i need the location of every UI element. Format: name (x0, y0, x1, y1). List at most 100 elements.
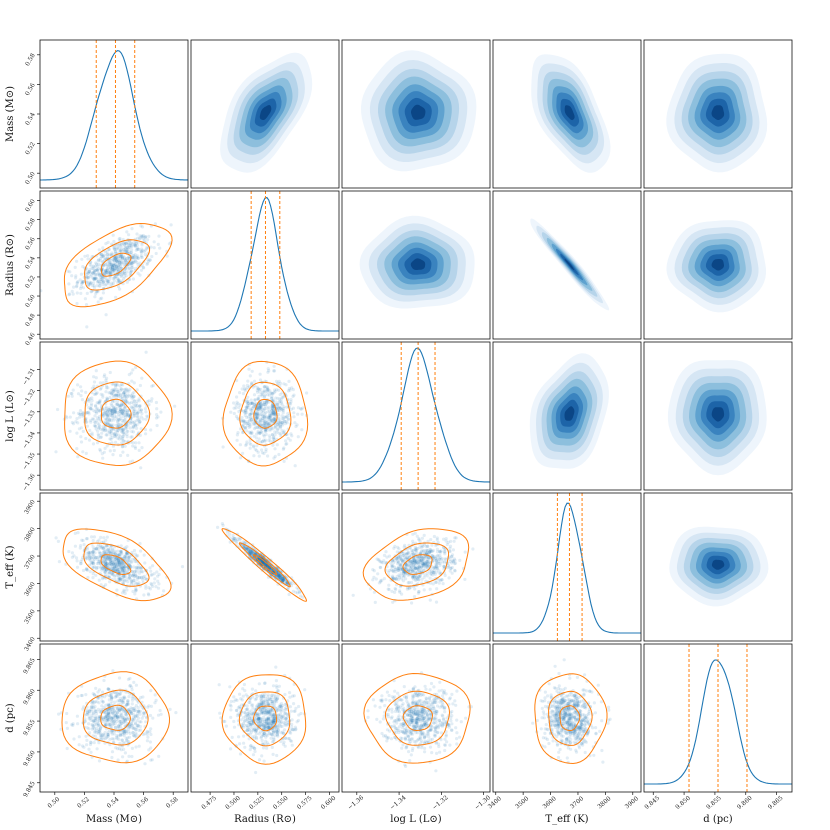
scatter-point (235, 400, 239, 404)
scatter-point (154, 585, 158, 589)
scatter-point (129, 706, 133, 710)
contour-1 (100, 398, 132, 429)
scatter-point (133, 243, 138, 247)
scatter-point (418, 561, 422, 565)
scatter-point (432, 555, 436, 560)
scatter-point (151, 383, 155, 388)
scatter-point (116, 393, 120, 397)
scatter-point (129, 250, 134, 254)
scatter-point (246, 402, 250, 406)
scatter-point (273, 412, 277, 416)
scatter-point (116, 267, 120, 271)
scatter-point (277, 574, 281, 578)
scatter-point (262, 385, 266, 389)
scatter-point (107, 263, 111, 267)
contour-2 (238, 542, 291, 588)
density-level-8 (564, 105, 575, 121)
scatter-point (117, 246, 121, 250)
scatter-point (113, 563, 117, 567)
scatter-point (430, 549, 435, 553)
scatter-point (256, 702, 260, 706)
scatter-point (272, 718, 276, 723)
scatter-point (108, 270, 112, 274)
scatter-point (276, 402, 280, 406)
scatter-point (421, 544, 425, 549)
scatter-point (257, 758, 262, 762)
scatter-point (115, 265, 119, 269)
scatter-point (413, 561, 417, 566)
scatter-point (281, 408, 285, 412)
scatter-point (112, 263, 116, 267)
scatter-point (118, 741, 122, 746)
scatter-point (114, 256, 118, 260)
scatter-point (245, 707, 249, 711)
scatter-point (248, 549, 253, 553)
scatter-point (89, 718, 93, 722)
scatter-point (85, 275, 89, 279)
scatter-point (97, 262, 101, 266)
scatter-point (266, 699, 270, 703)
scatter-point (104, 714, 108, 719)
scatter-point (415, 576, 419, 580)
scatter-point (113, 709, 117, 713)
scatter-point (268, 389, 272, 393)
scatter-point (262, 438, 266, 442)
scatter-point (301, 595, 305, 599)
scatter-point (262, 731, 266, 735)
panel-frame (39, 190, 189, 340)
scatter-point (91, 559, 95, 563)
scatter-point (130, 245, 134, 249)
scatter-point (76, 722, 80, 726)
scatter-point (237, 409, 241, 414)
scatter-point (139, 695, 143, 700)
scatter-point (392, 576, 396, 580)
scatter-point (435, 565, 439, 569)
scatter-point (271, 398, 275, 402)
scatter-point (99, 392, 103, 396)
scatter-point (277, 575, 281, 579)
scatter-point (149, 732, 153, 737)
scatter-point (266, 387, 270, 392)
scatter-point (122, 574, 126, 579)
scatter-point (75, 431, 79, 435)
scatter-point (260, 694, 264, 699)
scatter-point (113, 409, 117, 414)
scatter-point (89, 257, 93, 261)
scatter-point (112, 707, 116, 711)
scatter-point (256, 398, 261, 402)
scatter-point (93, 715, 97, 719)
y-tick-label: 0.54 (24, 111, 37, 126)
scatter-point (111, 723, 115, 727)
scatter-point (410, 565, 414, 569)
scatter-point (117, 577, 121, 582)
scatter-point (282, 405, 286, 409)
scatter-point (98, 272, 102, 276)
scatter-point (115, 407, 119, 411)
scatter-point (81, 280, 85, 284)
scatter-point (108, 560, 112, 564)
scatter-point (125, 280, 129, 284)
scatter-point (261, 414, 265, 418)
scatter-point (91, 562, 95, 566)
scatter-point (393, 544, 397, 549)
scatter-point (438, 553, 442, 557)
scatter-point (92, 711, 96, 715)
scatter-point (291, 589, 295, 593)
scatter-point (120, 260, 124, 265)
scatter-point (101, 246, 105, 250)
scatter-point (116, 260, 120, 264)
scatter-point (272, 704, 276, 708)
scatter-point (97, 759, 102, 763)
scatter-point (85, 424, 89, 428)
scatter-point (391, 564, 395, 568)
scatter-point (80, 281, 84, 285)
scatter-point (106, 420, 110, 424)
scatter-point (109, 419, 114, 423)
scatter-point (413, 560, 417, 564)
scatter-point (101, 414, 106, 418)
scatter-point (126, 580, 130, 584)
scatter-point (256, 720, 260, 724)
scatter-point (110, 268, 114, 272)
scatter-point (128, 266, 132, 270)
scatter-point (242, 545, 246, 549)
